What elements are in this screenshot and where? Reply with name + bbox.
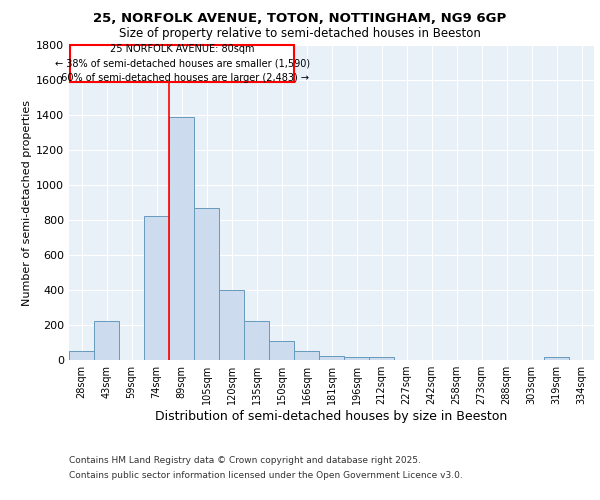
X-axis label: Distribution of semi-detached houses by size in Beeston: Distribution of semi-detached houses by … [155, 410, 508, 423]
Bar [169, 116, 194, 360]
FancyBboxPatch shape [70, 45, 294, 82]
Bar [319, 356, 344, 360]
Text: 25, NORFOLK AVENUE, TOTON, NOTTINGHAM, NG9 6GP: 25, NORFOLK AVENUE, TOTON, NOTTINGHAM, N… [94, 12, 506, 26]
Bar [69, 351, 94, 360]
Text: Contains HM Land Registry data © Crown copyright and database right 2025.: Contains HM Land Registry data © Crown c… [69, 456, 421, 465]
Bar [294, 351, 319, 360]
Bar [144, 216, 169, 360]
Bar [344, 356, 369, 360]
Y-axis label: Number of semi-detached properties: Number of semi-detached properties [22, 100, 32, 306]
Bar [219, 290, 244, 360]
Bar [94, 320, 119, 360]
Bar [194, 208, 219, 360]
Text: Contains public sector information licensed under the Open Government Licence v3: Contains public sector information licen… [69, 471, 463, 480]
Bar [544, 358, 569, 360]
Bar [269, 341, 294, 360]
Bar [369, 358, 394, 360]
Text: 25 NORFOLK AVENUE: 80sqm
← 38% of semi-detached houses are smaller (1,590)
  60%: 25 NORFOLK AVENUE: 80sqm ← 38% of semi-d… [55, 44, 310, 83]
Text: Size of property relative to semi-detached houses in Beeston: Size of property relative to semi-detach… [119, 28, 481, 40]
Bar [244, 320, 269, 360]
